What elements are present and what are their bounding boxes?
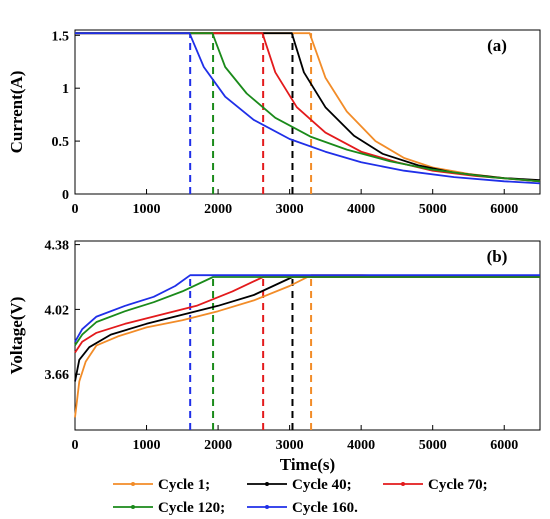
legend-item-cycle-160: Cycle 160. [247,500,358,516]
x-tick-label-a: 3000 [276,202,304,217]
y-axis-label-a: Current(A) [7,71,26,154]
legend-item-cycle-70: Cycle 70; [383,477,488,493]
x-axis-label-b: Time(s) [280,455,335,474]
x-tick-label-b: 6000 [490,438,518,453]
x-tick-label-a: 5000 [419,202,447,217]
x-tick-label-a: 6000 [490,202,518,217]
legend-label-cycle-1: Cycle 1; [158,477,210,493]
x-tick-label-a: 1000 [133,202,161,217]
x-tick-label-b: 1000 [133,438,161,453]
series-group-a [75,32,541,194]
series-group-b [74,274,540,430]
panel-tag-b: (b) [487,247,508,266]
plot-frame-b [74,240,541,431]
plot-frame-a [74,29,541,195]
legend-item-cycle-1: Cycle 1; [113,477,210,493]
x-tick-label-b: 4000 [347,438,375,453]
x-tick-label-a: 2000 [204,202,232,217]
series-line-cycle-120-a [75,32,541,183]
legend-label-cycle-70: Cycle 70; [428,477,488,493]
series-line-cycle-70-b [74,276,540,354]
y-tick-label-b: 3.66 [45,368,70,383]
y-tick-label-b: 4.02 [45,303,70,318]
legend-item-cycle-40: Cycle 40; [247,477,352,493]
legend-label-cycle-40: Cycle 40; [292,477,352,493]
y-tick-label-b: 4.38 [45,239,70,254]
y-tick-label-a: 0.5 [52,135,70,150]
legend: Cycle 1; Cycle 40; Cycle 70; Cycle 120; Cycl… [113,477,488,516]
panel-tag-a: (a) [487,36,507,55]
legend-marker-cycle-70 [401,482,405,486]
series-line-cycle-120-b [74,276,540,346]
series-line-cycle-40-a [75,32,541,182]
x-tick-label-a: 0 [72,202,79,217]
series-line-cycle-160-a [75,32,541,185]
x-tick-label-b: 2000 [204,438,232,453]
series-line-cycle-1-b [74,274,540,418]
series-line-cycle-160-b [74,274,540,343]
legend-marker-cycle-120 [131,505,135,509]
panel-a-current-chart: 0 1000 2000 3000 4000 5000 6000 0 0.5 1 1.5 Current… [7,29,541,217]
x-tick-label-b: 0 [72,438,79,453]
y-tick-label-a: 1 [62,82,69,97]
legend-item-cycle-120: Cycle 120; [113,500,225,516]
x-tick-label-b: 3000 [276,438,304,453]
y-axis-label-b: Voltage(V) [7,297,26,375]
legend-label-cycle-160: Cycle 160. [292,500,358,516]
series-line-cycle-1-a [75,32,541,183]
x-tick-label-a: 4000 [347,202,375,217]
legend-marker-cycle-40 [265,482,269,486]
series-line-cycle-70-a [75,32,541,183]
legend-marker-cycle-1 [131,482,135,486]
series-line-cycle-40-b [74,276,540,382]
legend-marker-cycle-160 [265,505,269,509]
y-tick-label-a: 0 [62,188,69,203]
x-tick-label-b: 5000 [419,438,447,453]
y-tick-label-a: 1.5 [52,29,70,44]
panel-b-voltage-chart: 0 1000 2000 3000 4000 5000 6000 3.66 4.02 4.38 Vol… [7,239,541,474]
legend-label-cycle-120: Cycle 120; [158,500,225,516]
